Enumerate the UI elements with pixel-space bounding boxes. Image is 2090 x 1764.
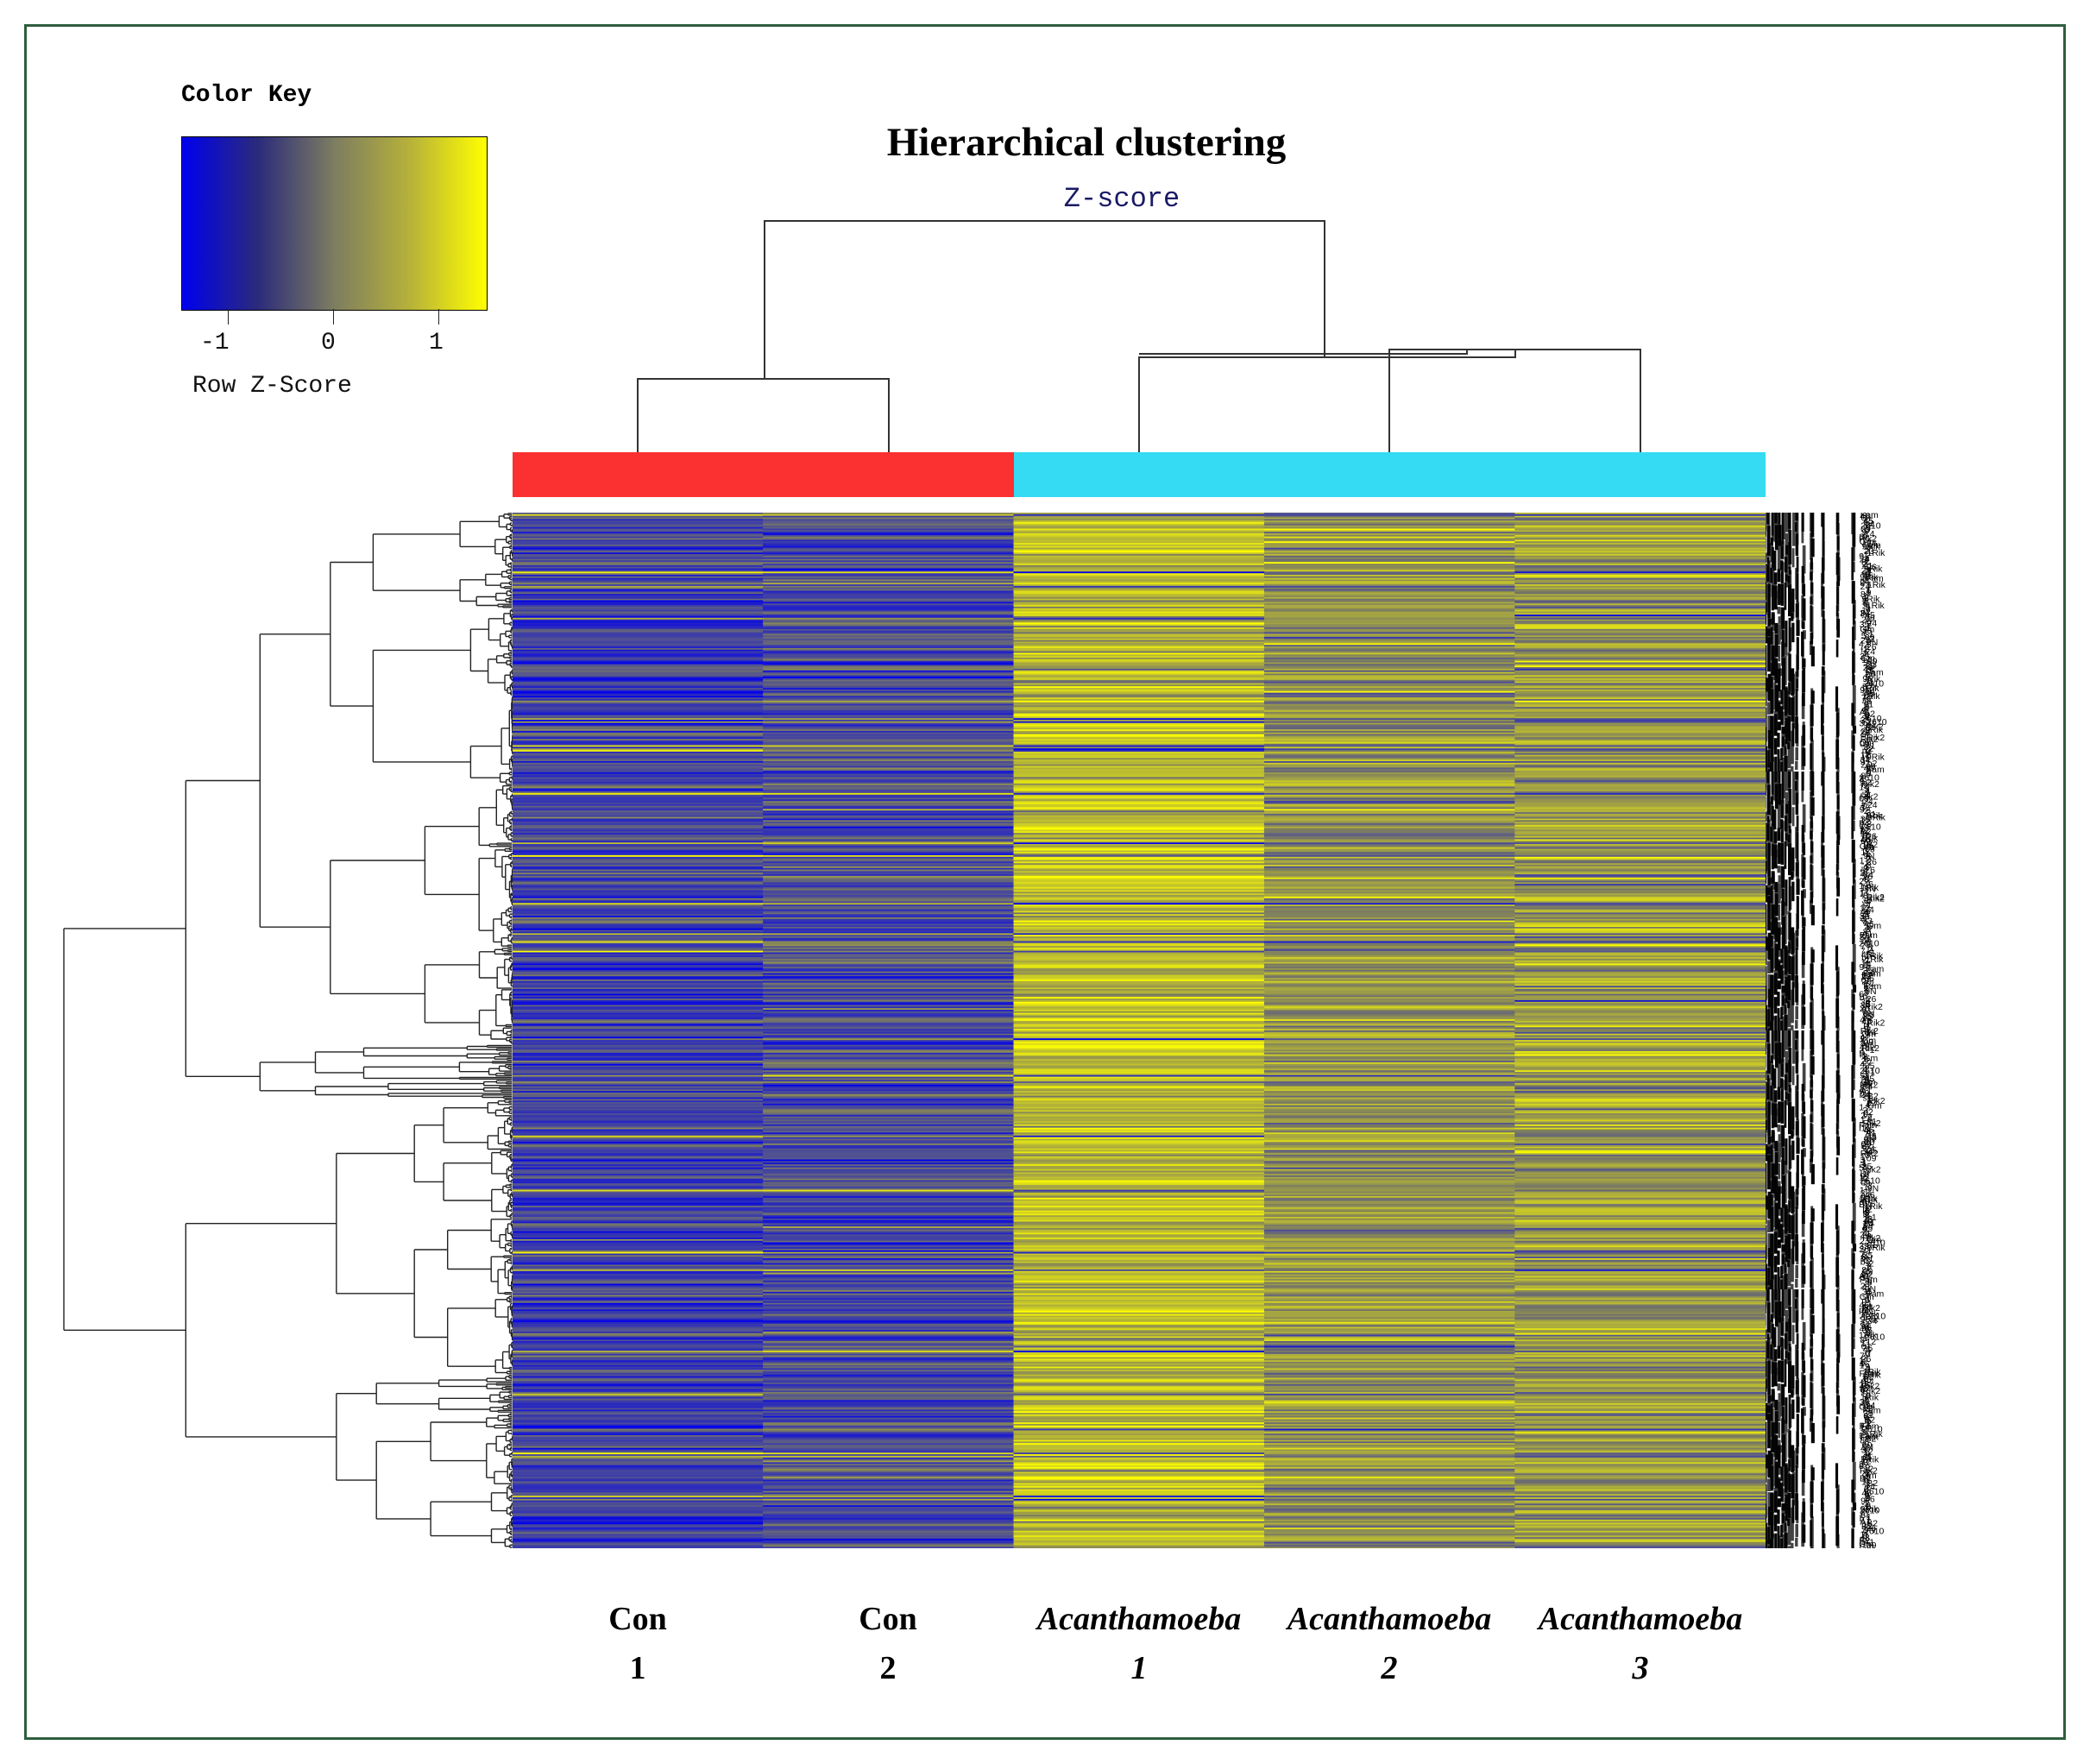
svg-text:Gm: Gm	[1860, 1542, 1874, 1548]
svg-text:1Rik: 1Rik	[1867, 548, 1885, 558]
